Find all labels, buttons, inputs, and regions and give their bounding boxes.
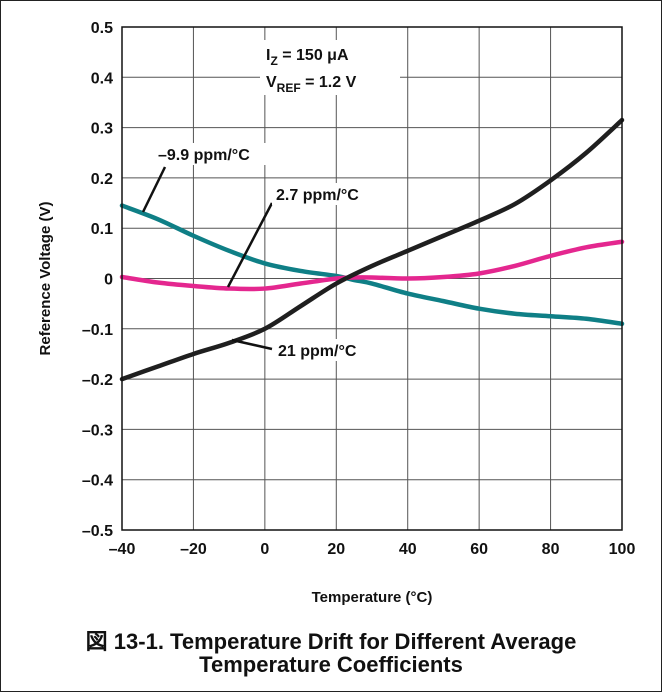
- annotation-bg: [154, 143, 276, 165]
- y-tick-label: 0.4: [91, 70, 113, 87]
- condition-iz: IZ = 150 μA: [266, 47, 349, 68]
- labels-layer: –40 –20 0 20 40 60 80 100 0.5 0.4 0.3 0.2 0.1 0 –0.1 –0…: [82, 20, 636, 558]
- series-annotation-1: 2.7 ppm/°C: [276, 187, 359, 204]
- chart-svg: –40 –20 0 20 40 60 80 100 0.5 0.4 0.3 0.2 0.1 0 –0.1 –0…: [37, 20, 636, 606]
- annotation-bg: [274, 339, 396, 361]
- figure-caption-line-2: Temperature Coefficients: [199, 652, 463, 677]
- conditions-bg: [260, 40, 400, 95]
- series-annotation-0: –9.9 ppm/°C: [158, 147, 250, 164]
- x-tick-label: 100: [609, 541, 636, 558]
- series-line-1: [119, 239, 625, 292]
- y-tick-label: 0.5: [91, 20, 113, 37]
- x-tick-label: –40: [109, 541, 136, 558]
- x-tick-label: 20: [327, 541, 345, 558]
- y-tick-label: –0.4: [82, 473, 113, 490]
- annotation-leader: [226, 202, 274, 288]
- y-tick-label: –0.2: [82, 372, 113, 389]
- series-line-0: [119, 203, 625, 327]
- x-tick-label: 40: [399, 541, 417, 558]
- y-tick-label: 0.1: [91, 221, 113, 238]
- series-annotation-2: 21 ppm/°C: [278, 343, 357, 360]
- x-axis-title: Temperature (°C): [312, 589, 433, 606]
- annotation-leader: [141, 166, 167, 213]
- y-tick-label: –0.3: [82, 422, 113, 439]
- annotation-bg: [272, 183, 394, 205]
- annotation-leaders: [141, 166, 274, 351]
- x-tick-label: 60: [470, 541, 488, 558]
- y-tick-label: 0.2: [91, 171, 113, 188]
- y-tick-label: –0.5: [82, 523, 113, 540]
- y-tick-label: 0: [104, 272, 113, 289]
- x-tick-label: 80: [542, 541, 560, 558]
- y-tick-label: 0.3: [91, 121, 113, 138]
- y-tick-label: –0.1: [82, 322, 113, 339]
- condition-vref: VREF = 1.2 V: [266, 74, 357, 95]
- annotation-leader: [231, 338, 273, 351]
- x-tick-label: 0: [260, 541, 269, 558]
- x-tick-label: –20: [180, 541, 207, 558]
- figure-caption-line-1: 図 13-1. Temperature Drift for Different …: [85, 629, 577, 654]
- series-line-2: [119, 117, 625, 382]
- series-layer: [119, 117, 625, 382]
- y-axis-title: Reference Voltage (V): [37, 202, 54, 356]
- plot-area-border: [121, 26, 623, 531]
